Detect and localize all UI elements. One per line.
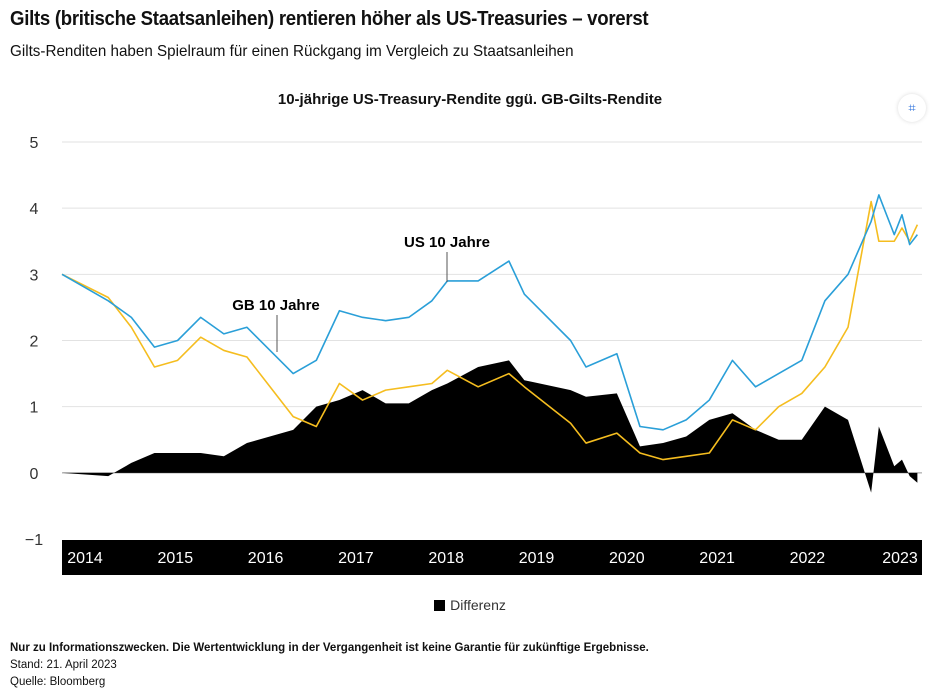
legend-swatch-differenz: [434, 600, 446, 611]
date-note: Stand: 21. April 2023: [10, 659, 117, 671]
gb-10y-line: [61, 200, 919, 461]
chart-title: 10-jährige US-Treasury-Rendite ggü. GB-G…: [277, 91, 663, 108]
y-tick-label: −1: [25, 532, 43, 549]
y-tick-label: 4: [30, 201, 39, 218]
x-tick-label: 2020: [609, 550, 645, 567]
x-tick-label: 2015: [158, 550, 194, 567]
disclaimer: Nur zu Informationszwecken. Die Wertentw…: [10, 642, 649, 654]
y-tick-label: 1: [30, 400, 39, 417]
x-tick-label: 2016: [248, 550, 284, 567]
x-tick-label: 2023: [882, 550, 918, 567]
page-title: Gilts (britische Staatsanleihen) rentier…: [10, 8, 649, 30]
legend[interactable]: Differenz: [0, 597, 940, 613]
us-series-label: US 10 Jahre: [404, 234, 490, 251]
x-tick-label: 2019: [519, 550, 555, 567]
page-subtitle: Gilts-Renditen haben Spielraum für einen…: [10, 43, 574, 60]
x-tick-label: 2017: [338, 550, 374, 567]
x-tick-label: 2018: [428, 550, 464, 567]
y-tick-label: 2: [30, 334, 39, 351]
legend-label-differenz: Differenz: [450, 597, 506, 613]
footer: Nur zu Informationszwecken. Die Wertentw…: [10, 640, 649, 691]
x-tick-label: 2021: [699, 550, 735, 567]
y-tick-label: 5: [30, 135, 39, 152]
x-tick-label: 2022: [790, 550, 826, 567]
x-axis-band: [62, 540, 922, 575]
focus-zoom-icon: ⌗: [908, 100, 916, 115]
y-tick-label: 3: [30, 267, 39, 284]
source-note: Quelle: Bloomberg: [10, 676, 106, 688]
x-tick-label: 2014: [67, 550, 103, 567]
us-10y-line: [61, 194, 919, 431]
gb-series-label: GB 10 Jahre: [232, 297, 320, 314]
differenz-area: [62, 360, 918, 493]
zoom-button[interactable]: ⌗: [898, 94, 926, 122]
y-tick-label: 0: [30, 466, 39, 483]
